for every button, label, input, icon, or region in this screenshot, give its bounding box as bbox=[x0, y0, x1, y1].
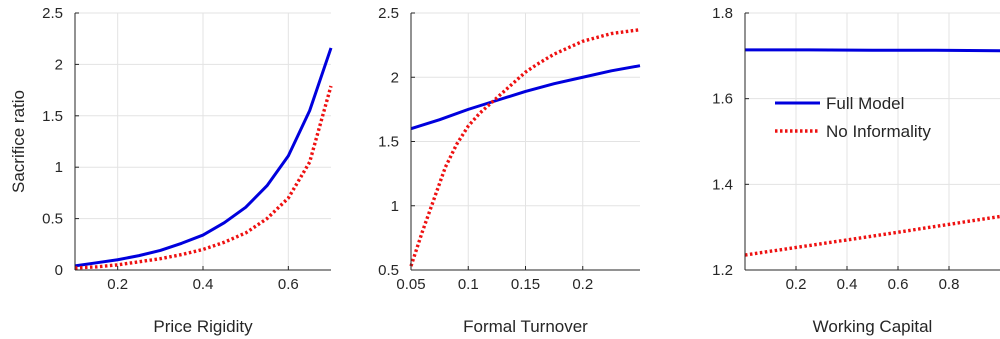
x-tick-label: 0.1 bbox=[458, 276, 479, 293]
series-line-no-informality bbox=[409, 28, 641, 267]
x-tick-label: 0.4 bbox=[837, 276, 858, 293]
x-tick-label: 0.2 bbox=[572, 276, 593, 293]
x-axis-label: Formal Turnover bbox=[463, 317, 588, 336]
y-axis-label: Sacrifice ratio bbox=[9, 90, 28, 193]
y-tick-label: 2 bbox=[55, 56, 63, 73]
y-tick-label: 1.5 bbox=[378, 134, 399, 151]
series-line-full-model bbox=[74, 47, 333, 268]
y-tick-label: 1.8 bbox=[712, 5, 733, 22]
x-tick-label: 0.2 bbox=[107, 276, 128, 293]
y-tick-label: 1.4 bbox=[712, 176, 733, 193]
chart-panel-2: 0.05 0.1 0.15 0.2 0.5 1 1.5 2 2.5 Formal Turnover bbox=[378, 5, 641, 336]
legend: Full Model No Informality bbox=[775, 94, 931, 141]
chart-panel-1: 0.2 0.4 0.6 0 0.5 1 1.5 2 2.5 Price Rigidity Sacri… bbox=[9, 5, 333, 336]
x-axis-label: Working Capital bbox=[813, 317, 933, 336]
x-tick-label: 0.05 bbox=[396, 276, 425, 293]
x-axis-label: Price Rigidity bbox=[153, 317, 253, 336]
x-tick-label: 0.6 bbox=[278, 276, 299, 293]
y-tick-label: 2.5 bbox=[42, 5, 63, 22]
chart-panel-3: 0.2 0.4 0.6 0.8 1.2 1.4 1.6 1.8 Working Capital F… bbox=[712, 5, 1000, 336]
series-line-no-informality bbox=[744, 214, 1000, 257]
x-tick-label: 0.6 bbox=[888, 276, 909, 293]
y-tick-label: 1.2 bbox=[712, 262, 733, 279]
x-tick-label: 0.8 bbox=[939, 276, 960, 293]
series-line-full-model bbox=[745, 48, 1000, 53]
y-tick-label: 0.5 bbox=[42, 211, 63, 228]
x-tick-label: 0.15 bbox=[511, 276, 540, 293]
y-tick-label: 2.5 bbox=[378, 5, 399, 22]
y-tick-label: 0 bbox=[55, 262, 63, 279]
series-line-no-informality bbox=[74, 85, 333, 270]
y-tick-label: 1.5 bbox=[42, 108, 63, 125]
series-line-full-model bbox=[410, 64, 641, 131]
y-tick-label: 1 bbox=[55, 159, 63, 176]
y-tick-label: 0.5 bbox=[378, 262, 399, 279]
y-tick-label: 2 bbox=[391, 69, 399, 86]
x-tick-label: 0.4 bbox=[193, 276, 214, 293]
chart-panels: 0.2 0.4 0.6 0 0.5 1 1.5 2 2.5 Price Rigidity Sacri… bbox=[9, 5, 1000, 336]
legend-label: Full Model bbox=[826, 94, 904, 113]
y-tick-label: 1.6 bbox=[712, 91, 733, 108]
x-tick-label: 0.2 bbox=[786, 276, 807, 293]
y-tick-label: 1 bbox=[391, 198, 399, 215]
legend-label: No Informality bbox=[826, 122, 931, 141]
